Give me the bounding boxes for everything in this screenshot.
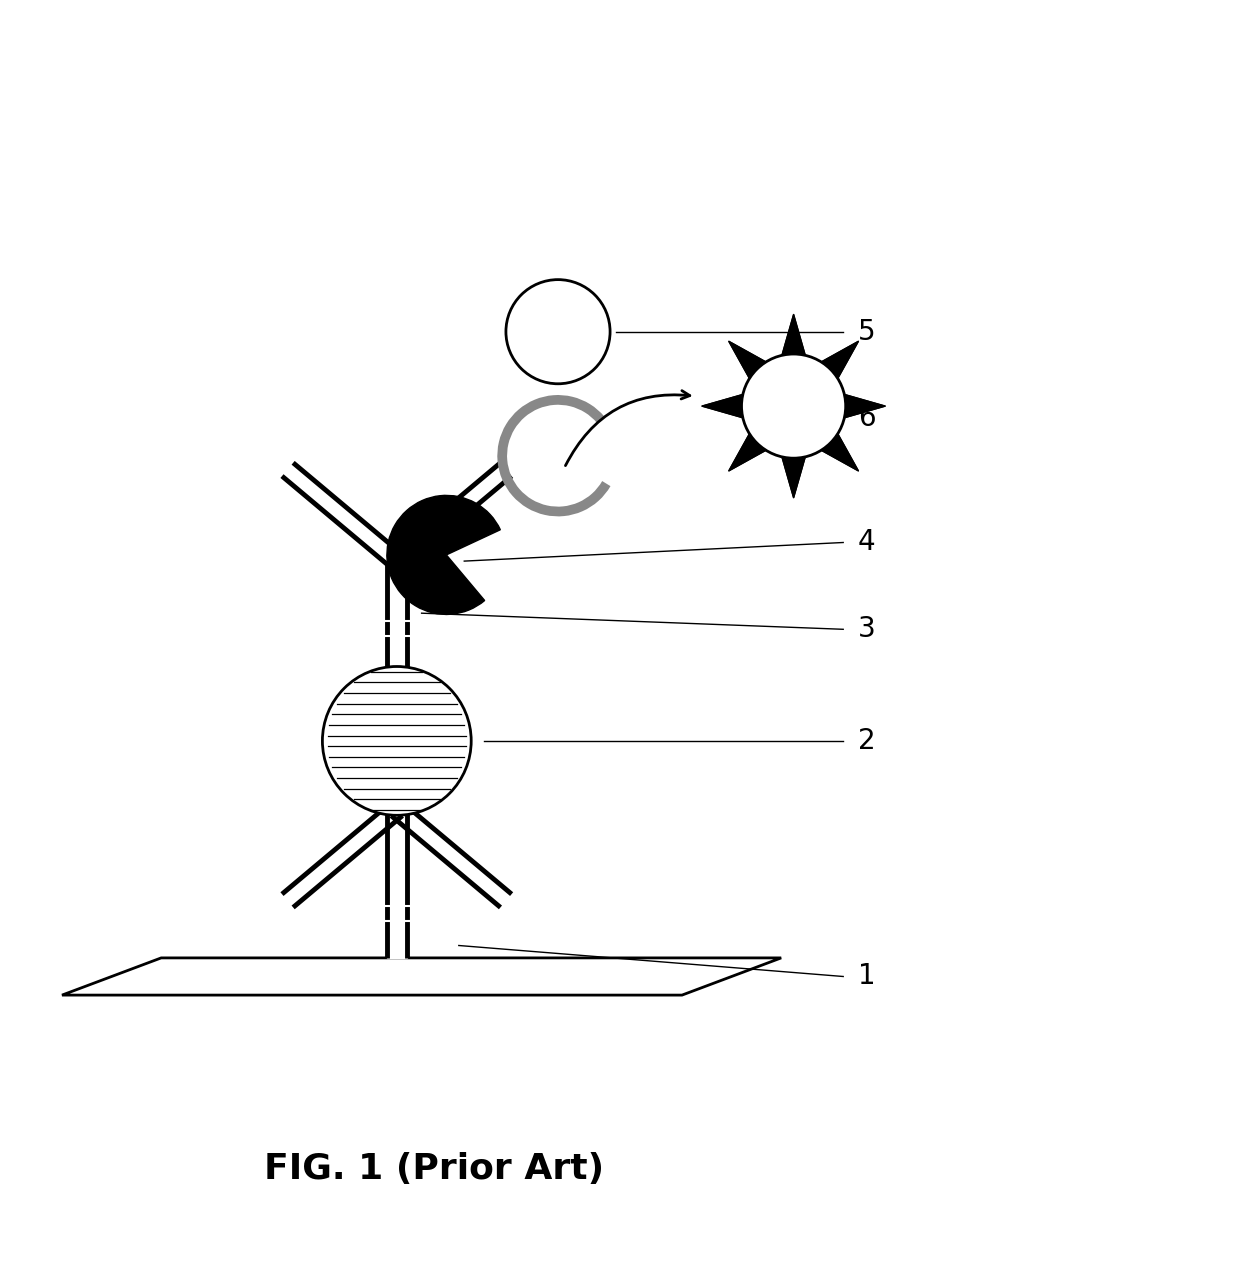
Wedge shape	[387, 496, 501, 614]
Polygon shape	[387, 810, 407, 958]
Circle shape	[506, 280, 610, 384]
Polygon shape	[729, 341, 766, 379]
Polygon shape	[387, 561, 407, 672]
Text: FIG. 1 (Prior Art): FIG. 1 (Prior Art)	[264, 1152, 604, 1186]
Text: 6: 6	[858, 404, 875, 432]
Text: 2: 2	[858, 727, 875, 755]
Polygon shape	[782, 314, 805, 356]
Text: 4: 4	[858, 529, 875, 557]
Polygon shape	[281, 463, 402, 568]
Circle shape	[742, 355, 846, 458]
Polygon shape	[782, 456, 805, 498]
Polygon shape	[729, 433, 766, 472]
Polygon shape	[62, 958, 781, 995]
Circle shape	[322, 666, 471, 815]
Circle shape	[506, 280, 610, 384]
Polygon shape	[392, 802, 512, 907]
Text: 3: 3	[858, 615, 875, 643]
Polygon shape	[702, 394, 743, 418]
Text: 1: 1	[858, 962, 875, 990]
Polygon shape	[821, 341, 858, 379]
Polygon shape	[281, 802, 402, 907]
Polygon shape	[392, 463, 512, 568]
Polygon shape	[821, 433, 858, 472]
Polygon shape	[844, 394, 885, 418]
Text: 5: 5	[858, 318, 875, 346]
